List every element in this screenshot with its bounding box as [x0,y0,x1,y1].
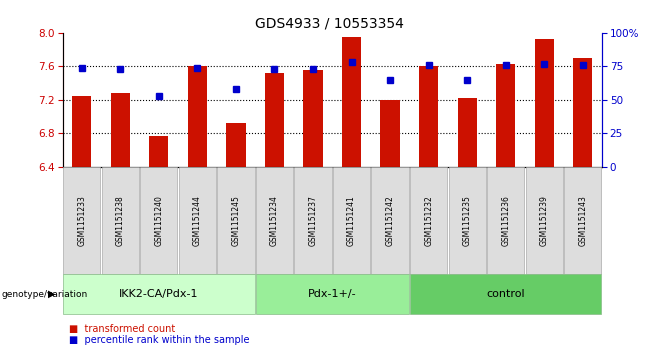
Bar [573,58,592,167]
Text: GSM1151234: GSM1151234 [270,195,279,246]
Text: ■  transformed count: ■ transformed count [69,325,175,334]
Text: GSM1151236: GSM1151236 [501,195,510,246]
Text: GSM1151240: GSM1151240 [155,195,163,246]
Text: GSM1151243: GSM1151243 [578,195,588,246]
Text: control: control [486,289,525,299]
Text: GSM1151232: GSM1151232 [424,195,433,246]
Text: GSM1151233: GSM1151233 [77,195,86,246]
Bar [380,100,400,167]
Bar [111,93,130,167]
Text: GSM1151245: GSM1151245 [232,195,240,246]
Bar [226,123,245,167]
Text: Pdx-1+/-: Pdx-1+/- [308,289,357,299]
Bar [496,64,515,167]
Bar [342,37,361,167]
Text: GSM1151237: GSM1151237 [309,195,318,246]
Text: GSM1151235: GSM1151235 [463,195,472,246]
Text: ▶: ▶ [49,289,56,299]
Bar [457,98,477,167]
Bar [265,73,284,167]
Text: GSM1151238: GSM1151238 [116,195,125,246]
Bar [72,95,91,167]
Text: GSM1151241: GSM1151241 [347,195,356,246]
Text: GSM1151239: GSM1151239 [540,195,549,246]
Text: ■  percentile rank within the sample: ■ percentile rank within the sample [69,335,249,345]
Bar [419,66,438,167]
Text: GSM1151244: GSM1151244 [193,195,202,246]
Text: IKK2-CA/Pdx-1: IKK2-CA/Pdx-1 [119,289,199,299]
Bar [534,38,554,167]
Text: GDS4933 / 10553354: GDS4933 / 10553354 [255,16,403,30]
Bar [303,70,322,167]
Bar [149,136,168,167]
Text: GSM1151242: GSM1151242 [386,195,395,246]
Text: genotype/variation: genotype/variation [1,290,88,298]
Bar [188,66,207,167]
